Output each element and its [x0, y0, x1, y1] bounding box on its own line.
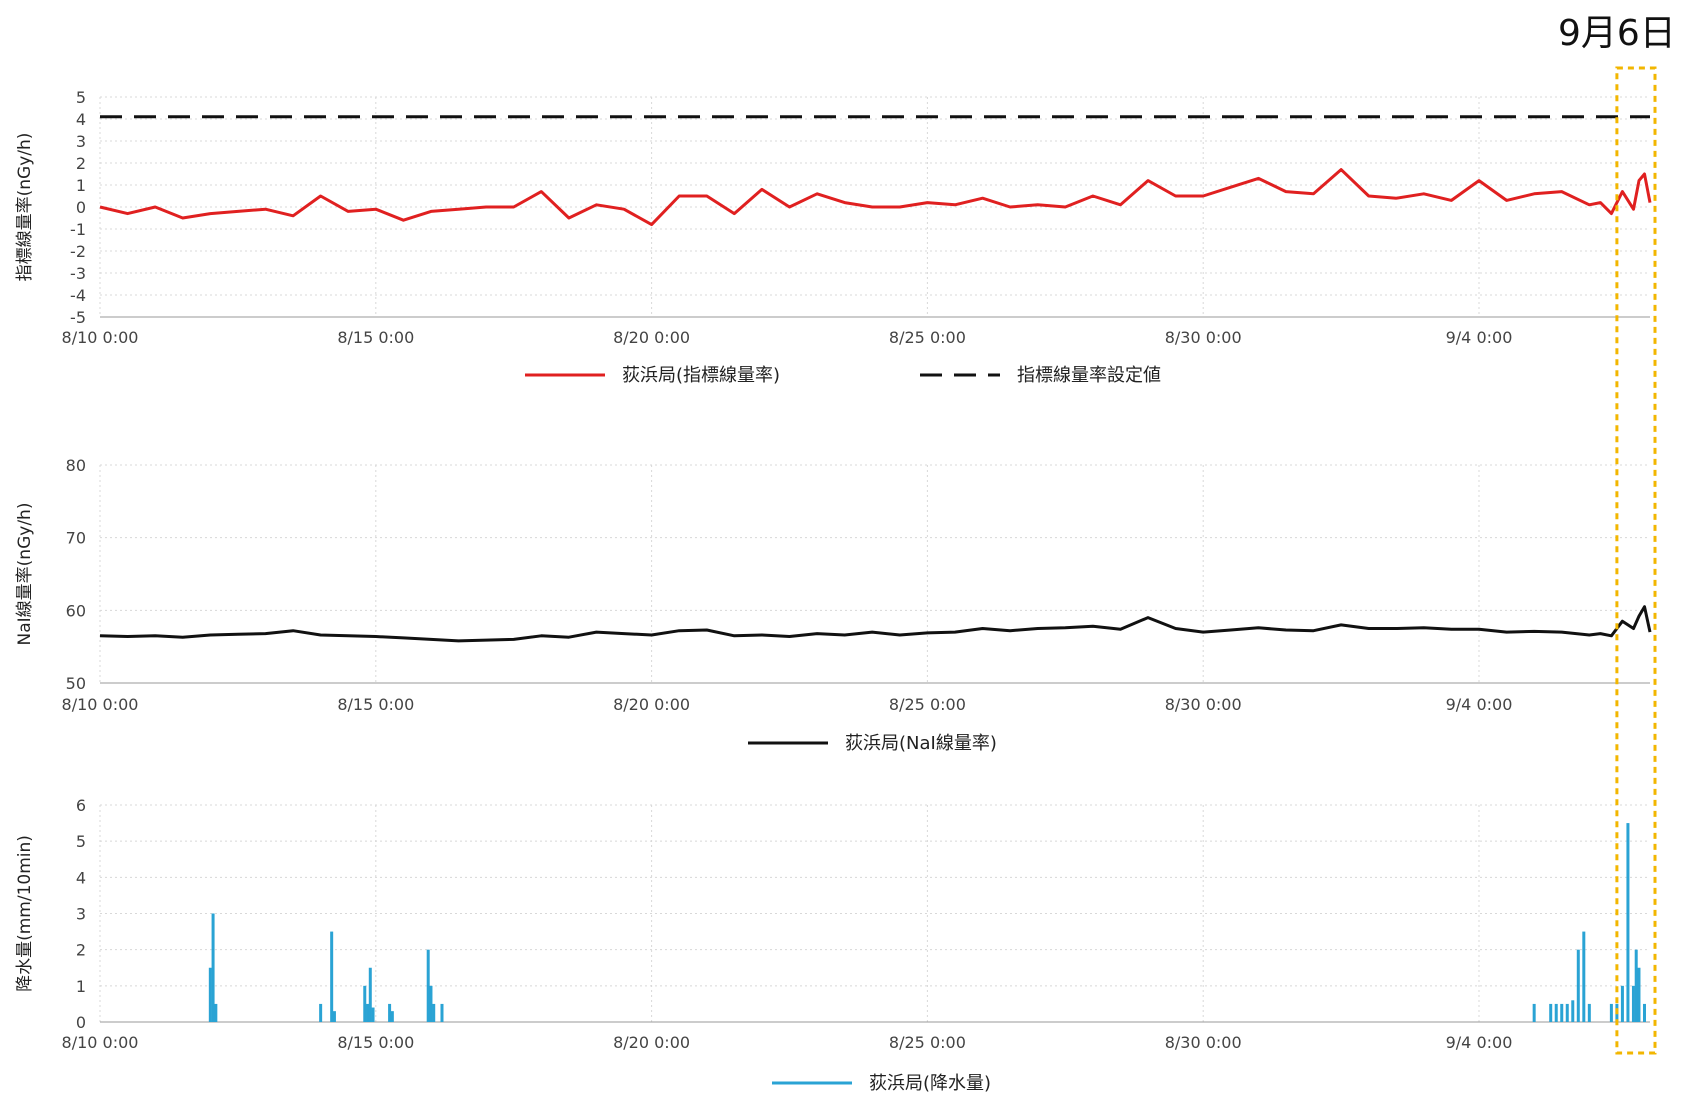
- rain-bar: [1565, 1003, 1569, 1022]
- y-tick-label: 60: [66, 601, 86, 620]
- y-tick-label: 3: [76, 905, 86, 924]
- y-tick-label: -4: [70, 286, 86, 305]
- rain-bar: [332, 1011, 336, 1022]
- rain-bar: [1631, 985, 1635, 1022]
- rain-bar: [390, 1011, 394, 1022]
- y-tick-label: 80: [66, 456, 86, 475]
- rain-bar: [1554, 1003, 1558, 1022]
- y-tick-label: -2: [70, 242, 86, 261]
- x-tick-label: 9/4 0:00: [1446, 328, 1513, 347]
- rain-bar: [1576, 949, 1580, 1022]
- y-tick-label: 3: [76, 132, 86, 151]
- y-axis-label: 降水量(mm/10min): [15, 835, 35, 992]
- y-tick-label: 6: [76, 796, 86, 815]
- rain-bar: [429, 985, 433, 1022]
- y-tick-label: 4: [76, 868, 86, 887]
- rain-bar: [330, 931, 334, 1022]
- x-tick-label: 8/15 0:00: [337, 1033, 414, 1052]
- date-label: 9月6日: [1558, 13, 1676, 54]
- legend-label: 指標線量率設定値: [1017, 365, 1161, 386]
- rain-bar: [1626, 823, 1630, 1022]
- rain-bar: [1609, 1003, 1613, 1022]
- y-tick-label: 5: [76, 832, 86, 851]
- rain-bar: [426, 949, 430, 1022]
- rain-bar: [366, 1003, 370, 1022]
- y-tick-label: -3: [70, 264, 86, 283]
- rain-bar: [319, 1003, 323, 1022]
- y-tick-label: 70: [66, 529, 86, 548]
- x-tick-label: 8/30 0:00: [1165, 1033, 1242, 1052]
- rain-bar: [1634, 949, 1638, 1022]
- x-tick-label: 8/10 0:00: [62, 695, 139, 714]
- rain-bar: [208, 967, 212, 1022]
- rain-bar: [368, 967, 372, 1022]
- y-tick-label: 1: [76, 176, 86, 195]
- rain-bar: [440, 1003, 444, 1022]
- rain-bar: [1582, 931, 1586, 1022]
- x-tick-label: 8/25 0:00: [889, 695, 966, 714]
- rain-bar: [211, 913, 215, 1022]
- legend-label: 荻浜局(指標線量率): [622, 365, 780, 386]
- rain-bar: [1587, 1003, 1591, 1022]
- x-tick-label: 9/4 0:00: [1446, 695, 1513, 714]
- x-tick-label: 8/25 0:00: [889, 328, 966, 347]
- x-tick-label: 8/15 0:00: [337, 695, 414, 714]
- y-tick-label: -5: [70, 308, 86, 327]
- rain-bar: [1560, 1003, 1564, 1022]
- x-tick-label: 8/10 0:00: [62, 1033, 139, 1052]
- x-tick-label: 8/15 0:00: [337, 328, 414, 347]
- chart-panels: -5 -4 -3 -2 -1 0 1 2 3 4 5 8/10 0:00 8/15 0:00 8/20 0…: [15, 88, 1652, 1094]
- rain-bar: [1642, 1003, 1646, 1022]
- y-tick-label: 5: [76, 88, 86, 107]
- y-tick-label: -1: [70, 220, 86, 239]
- y-tick-label: 50: [66, 674, 86, 693]
- x-tick-label: 8/25 0:00: [889, 1033, 966, 1052]
- y-tick-label: 1: [76, 977, 86, 996]
- x-tick-label: 8/20 0:00: [613, 1033, 690, 1052]
- rain-bar: [1532, 1003, 1536, 1022]
- y-axis-label: 指標線量率(nGy/h): [15, 133, 35, 282]
- rain-bar: [388, 1003, 392, 1022]
- rain-bar: [371, 1007, 375, 1022]
- y-tick-label: 2: [76, 941, 86, 960]
- y-tick-label: 0: [76, 1013, 86, 1032]
- rain-bar: [1571, 1000, 1575, 1022]
- x-tick-label: 8/10 0:00: [62, 328, 139, 347]
- x-tick-label: 8/30 0:00: [1165, 328, 1242, 347]
- x-tick-label: 8/20 0:00: [613, 695, 690, 714]
- y-axis-label: NaI線量率(nGy/h): [15, 503, 35, 646]
- highlight-box: [1615, 66, 1657, 1055]
- rain-bar: [432, 1003, 436, 1022]
- rain-bar: [363, 985, 367, 1022]
- rain-bar: [1549, 1003, 1553, 1022]
- legend-label: 荻浜局(NaI線量率): [845, 733, 997, 754]
- y-tick-label: 2: [76, 154, 86, 173]
- series-line-1: [99, 605, 1652, 643]
- legend-label: 荻浜局(降水量): [869, 1073, 991, 1094]
- series-line-1: [99, 168, 1652, 227]
- x-tick-label: 8/20 0:00: [613, 328, 690, 347]
- x-tick-label: 9/4 0:00: [1446, 1033, 1513, 1052]
- rain-bar: [1620, 985, 1624, 1022]
- rain-bar: [1637, 967, 1641, 1022]
- y-tick-label: 0: [76, 198, 86, 217]
- y-tick-label: 4: [76, 110, 86, 129]
- x-tick-label: 8/30 0:00: [1165, 695, 1242, 714]
- rain-bar: [214, 1003, 218, 1022]
